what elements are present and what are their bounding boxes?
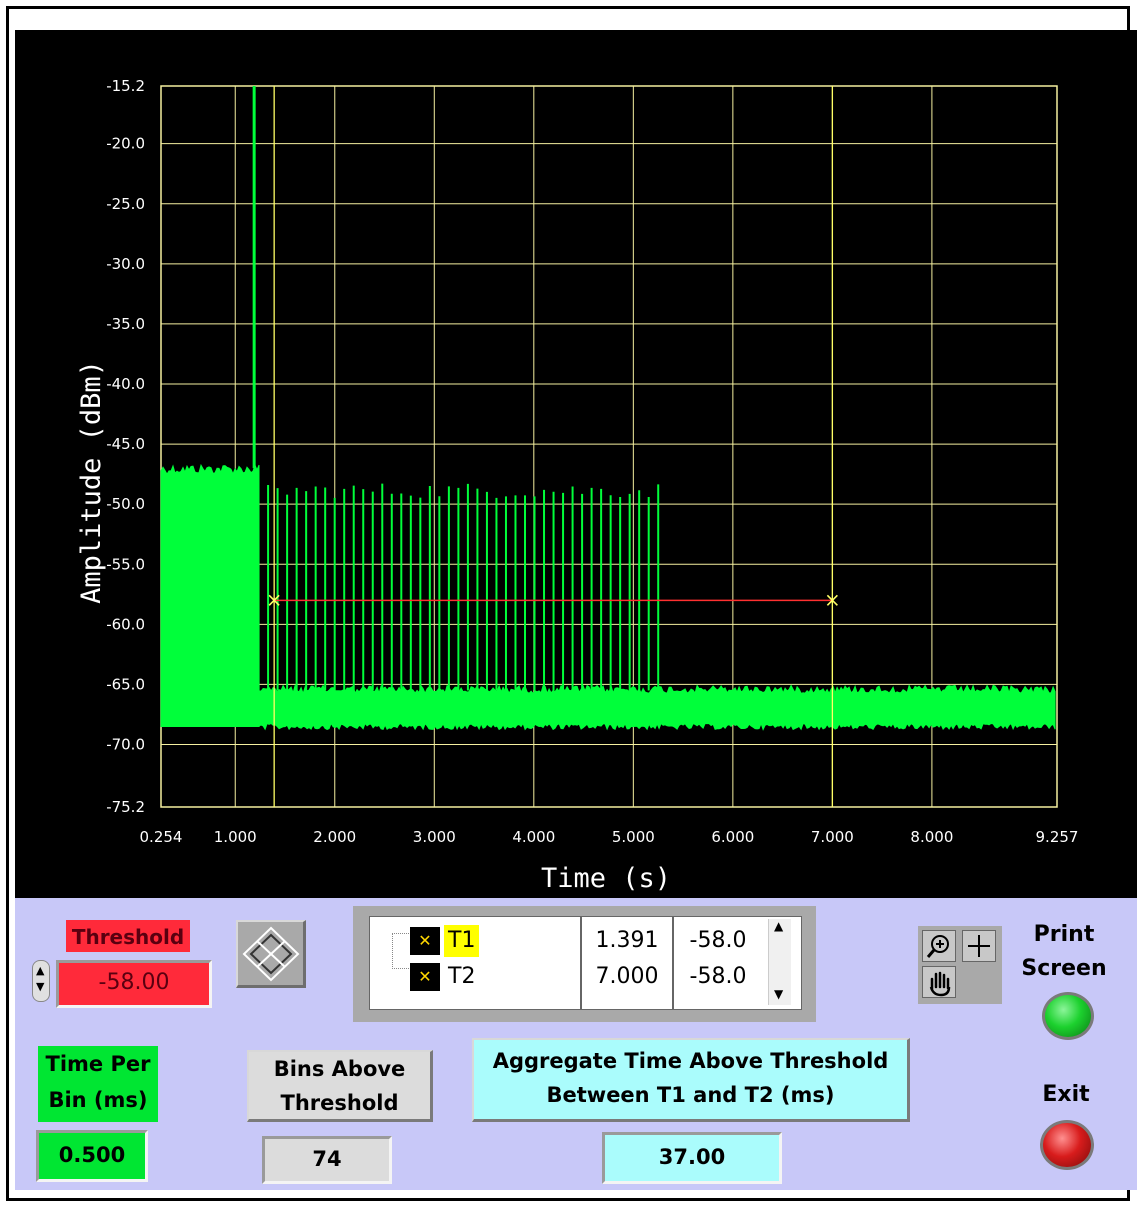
print-screen-button[interactable] xyxy=(1042,992,1094,1040)
y-tick-label: -40.0 xyxy=(106,375,145,393)
y-tick-label: -20.0 xyxy=(106,135,145,153)
graph-palette xyxy=(918,926,1002,1004)
y-tick-label: -30.0 xyxy=(106,255,145,273)
trace xyxy=(160,86,1056,731)
x-tick-label: 3.000 xyxy=(413,828,456,846)
y-tick-label: -70.0 xyxy=(106,736,145,754)
cursors[interactable] xyxy=(268,86,838,807)
cursor-t1-icon: ✕ xyxy=(410,927,440,955)
y-tick-label: -45.0 xyxy=(106,435,145,453)
cursor-t2-name: T2 xyxy=(448,964,476,989)
noise-floor xyxy=(258,684,1056,731)
cursor-t1-x: 1.391 xyxy=(595,928,659,953)
y-tick-label: -65.0 xyxy=(106,675,145,693)
aggregate-time-value: 37.00 xyxy=(602,1132,782,1184)
y-tick-label: -35.0 xyxy=(106,315,145,333)
x-tick-label: 4.000 xyxy=(512,828,555,846)
cursor-row-t2[interactable]: ✕ T2 7.000 -58.0 xyxy=(370,961,801,997)
exit-button[interactable] xyxy=(1040,1120,1094,1170)
pan-button[interactable] xyxy=(922,966,956,998)
cursor-move-icon xyxy=(242,926,300,982)
threshold-label: Threshold xyxy=(64,918,192,954)
pan-hand-icon xyxy=(929,971,951,997)
y-tick-label: -60.0 xyxy=(106,615,145,633)
zoom-button[interactable] xyxy=(922,930,956,962)
x-tick-label: 2.000 xyxy=(313,828,356,846)
y-tick-label: -55.0 xyxy=(106,555,145,573)
threshold-spinner[interactable]: ▲ ▼ xyxy=(32,960,50,1002)
exit-label: Exit xyxy=(1042,1082,1090,1107)
threshold-input[interactable]: -58.00 xyxy=(56,960,212,1008)
aggregate-time-label: Aggregate Time Above Threshold Between T… xyxy=(472,1038,910,1122)
zoom-icon xyxy=(926,935,949,958)
x-tick-label: 1.000 xyxy=(214,828,257,846)
cursor-legend-table: ✕ T1 1.391 -58.0 ✕ T2 7.000 -58.0 ▲ ▼ xyxy=(369,916,802,1010)
cursor-marker-t2 xyxy=(826,594,838,606)
crosshair-icon xyxy=(968,935,990,957)
cursor-t2-y: -58.0 xyxy=(689,964,747,989)
time-per-bin-label: Time Per Bin (ms) xyxy=(36,1044,160,1124)
cursor-t1-y: -58.0 xyxy=(689,928,747,953)
cursor-move-button[interactable] xyxy=(236,920,306,988)
spinner-icon: ▲ ▼ xyxy=(36,964,45,993)
y-tick-label: -15.2 xyxy=(106,77,145,95)
cursor-legend-scrollbar[interactable]: ▲ ▼ xyxy=(768,919,791,1005)
cursor-t2-icon: ✕ xyxy=(410,963,440,991)
x-tick-label: 0.254 xyxy=(140,828,183,846)
tick-labels: 0.254 1.000 2.000 3.000 4.000 5.000 6.000 7.000… xyxy=(106,77,1078,846)
burst-segment xyxy=(160,463,260,727)
y-tick-label: -25.0 xyxy=(106,195,145,213)
y-tick-label: -50.0 xyxy=(106,495,145,513)
x-axis-label: Time (s) xyxy=(541,863,671,894)
x-tick-label: 9.257 xyxy=(1036,828,1079,846)
x-tick-label: 5.000 xyxy=(612,828,655,846)
cursor-row-t1[interactable]: ✕ T1 1.391 -58.0 xyxy=(370,925,801,961)
waveform-plot[interactable]: 0.254 1.000 2.000 3.000 4.000 5.000 6.000 7.000… xyxy=(15,30,1137,898)
bins-above-threshold-value: 74 xyxy=(262,1136,392,1184)
x-tick-label: 7.000 xyxy=(811,828,854,846)
cursor-t1-name: T1 xyxy=(444,925,480,957)
waveform-graph[interactable]: 0.254 1.000 2.000 3.000 4.000 5.000 6.000 7.000… xyxy=(15,30,1137,898)
cursor-t2-x: 7.000 xyxy=(595,964,659,989)
cursor-marker-t1 xyxy=(268,594,280,606)
x-tick-label: 6.000 xyxy=(711,828,754,846)
print-screen-label: Print Screen xyxy=(1021,922,1107,981)
x-tick-label: 8.000 xyxy=(910,828,953,846)
cursor-legend: ✕ T1 1.391 -58.0 ✕ T2 7.000 -58.0 ▲ ▼ xyxy=(353,906,816,1022)
y-axis-label: Amplitude (dBm) xyxy=(76,360,107,604)
crosshair-button[interactable] xyxy=(962,930,996,962)
y-tick-label: -75.2 xyxy=(106,798,145,816)
bins-above-threshold-label: Bins Above Threshold xyxy=(247,1050,433,1122)
time-per-bin-value: 0.500 xyxy=(36,1130,148,1182)
